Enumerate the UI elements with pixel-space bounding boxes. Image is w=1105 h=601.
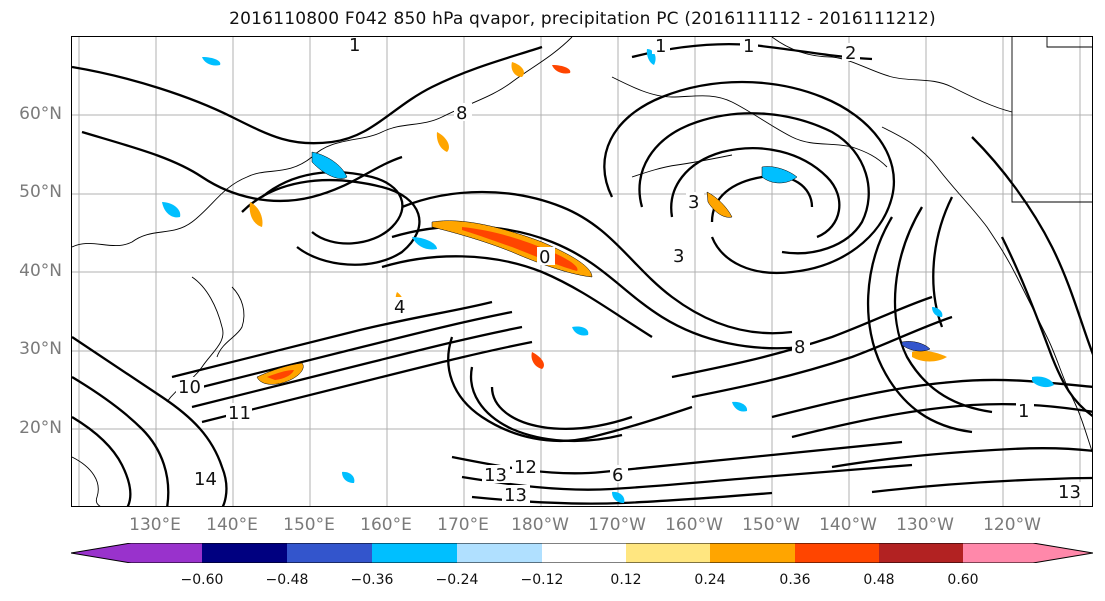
colorbar-segment <box>542 543 626 563</box>
colorbar-segment <box>710 543 795 563</box>
contour-label: 3 <box>688 192 699 213</box>
map-canvas: 1 1 1 2 3 3 0 4 8 10 11 13 13 1 <box>72 37 1092 506</box>
lat-label-30n: 30°N <box>19 339 62 359</box>
contour-label: 3 <box>673 246 684 267</box>
contour-label: 6 <box>612 465 623 486</box>
contour-label: 13 <box>484 465 507 486</box>
contour-label: 1 <box>1018 401 1029 422</box>
contour-label: 13 <box>1058 482 1081 503</box>
contour-label: 12 <box>514 457 537 478</box>
lon-label-150w: 150°W <box>742 515 800 535</box>
colorbar-tick: 0.12 <box>610 572 642 588</box>
colorbar-tick: 0.60 <box>947 572 979 588</box>
colorbar-segments <box>71 543 1093 563</box>
colorbar-tick: −0.36 <box>350 572 394 588</box>
colorbar-tick: −0.24 <box>435 572 479 588</box>
contour-label: 4 <box>394 297 405 318</box>
lat-label-60n: 60°N <box>19 104 62 124</box>
contour-label: 1 <box>655 37 666 57</box>
contour-label: 11 <box>228 403 251 424</box>
colorbar-tick: 0.48 <box>863 572 895 588</box>
colorbar-segment <box>287 543 372 563</box>
lat-label-50n: 50°N <box>19 182 62 202</box>
contour-label: 1 <box>743 37 754 57</box>
lon-label-150e: 150°E <box>283 515 335 535</box>
lon-label-160w: 160°W <box>665 515 723 535</box>
lon-label-140w: 140°W <box>819 515 877 535</box>
colorbar-segment <box>71 543 202 563</box>
lon-label-160e: 160°E <box>360 515 412 535</box>
contour-label: 8 <box>794 337 805 358</box>
colorbar <box>71 543 1093 563</box>
colorbar-tick: 0.36 <box>779 572 811 588</box>
contour-label: 13 <box>504 485 527 506</box>
lat-label-20n: 20°N <box>19 418 62 438</box>
contour-label: 1 <box>349 37 360 56</box>
colorbar-segment <box>879 543 963 563</box>
map-panel: 1 1 1 2 3 3 0 4 8 10 11 13 13 1 <box>71 36 1093 507</box>
contour-label: 14 <box>194 469 217 490</box>
colorbar-segment <box>372 543 457 563</box>
lon-label-130w: 130°W <box>896 515 954 535</box>
contour-label: 10 <box>178 377 201 398</box>
colorbar-segment <box>202 543 287 563</box>
contour-label: 0 <box>539 247 550 268</box>
colorbar-tick: −0.12 <box>520 572 564 588</box>
lon-label-140e: 140°E <box>206 515 258 535</box>
colorbar-segment <box>963 543 1093 563</box>
colorbar-tick: −0.48 <box>265 572 309 588</box>
colorbar-tick: 0.24 <box>694 572 726 588</box>
lon-label-130e: 130°E <box>129 515 181 535</box>
contour-labels: 1 1 1 2 3 3 0 4 8 10 11 13 13 1 <box>176 37 1084 506</box>
lon-label-170w: 170°W <box>588 515 646 535</box>
lon-label-170e: 170°E <box>437 515 489 535</box>
map-title: 2016110800 F042 850 hPa qvapor, precipit… <box>229 9 936 29</box>
contour-label: 2 <box>845 43 856 64</box>
lon-label-120w: 120°W <box>983 515 1041 535</box>
colorbar-tick: −0.60 <box>180 572 224 588</box>
contour-label: 8 <box>456 103 467 124</box>
colorbar-segment <box>626 543 710 563</box>
lon-label-180w: 180°W <box>511 515 569 535</box>
colorbar-segment <box>795 543 879 563</box>
colorbar-segment <box>457 543 542 563</box>
lat-label-40n: 40°N <box>19 261 62 281</box>
